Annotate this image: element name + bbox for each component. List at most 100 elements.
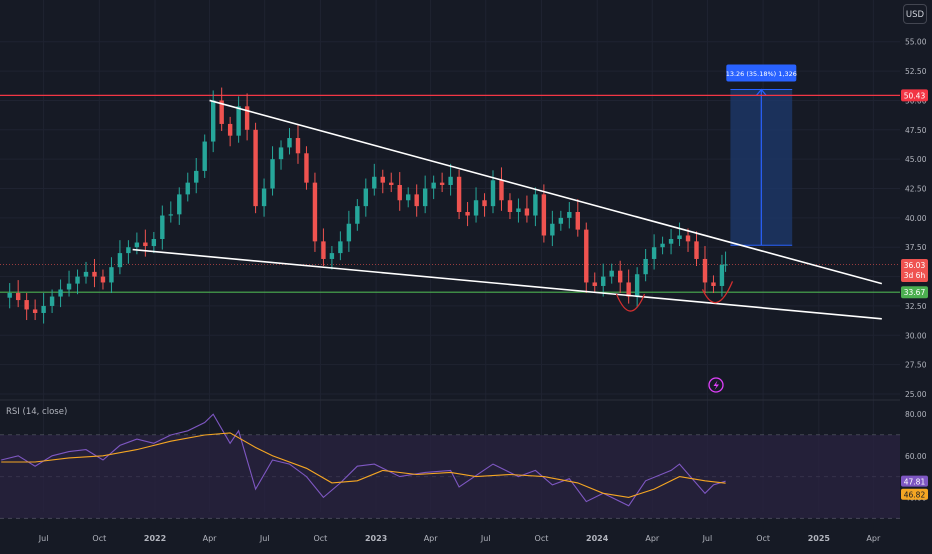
bottom-arcs <box>615 281 734 312</box>
candles <box>7 87 728 324</box>
lower-trendline[interactable] <box>132 248 882 320</box>
currency-button[interactable]: USD <box>903 4 927 24</box>
candle-body <box>194 170 199 183</box>
candle-body <box>601 276 606 286</box>
bottom-arc-2[interactable] <box>701 281 734 304</box>
price-axis-label: 42.50 <box>905 185 927 194</box>
candle-body <box>75 276 80 284</box>
projection-label-box <box>726 64 797 82</box>
time-axis-label: Oct <box>535 534 549 543</box>
price-axis-label: 45.00 <box>905 155 927 164</box>
time-axis-label: Apr <box>424 534 439 543</box>
upper-trendline[interactable] <box>209 99 883 285</box>
candle-body <box>524 208 530 216</box>
rsi-ma-line <box>1 432 726 498</box>
resistance-badge-box <box>901 89 928 102</box>
candle-body <box>711 282 716 286</box>
candle-body <box>7 293 12 298</box>
candle-body <box>473 200 479 216</box>
candle-body <box>185 182 190 195</box>
candle-body <box>210 100 216 142</box>
candle-body <box>397 184 402 201</box>
price-axis-label: 37.50 <box>905 243 927 252</box>
candle-body <box>723 264 728 266</box>
projection-label: 13.26 (35.18%) 1,326 <box>726 70 797 78</box>
rsi-axis-label: 80.00 <box>905 410 927 419</box>
bottom-arc-1[interactable] <box>615 293 646 312</box>
price-axis-label: 25.00 <box>905 390 927 399</box>
candle-body <box>533 194 538 216</box>
candle-body <box>66 283 72 290</box>
candle-body <box>270 159 275 189</box>
candle-body <box>117 253 123 268</box>
time-axis-label: Jul <box>38 534 49 543</box>
candle-body <box>143 242 148 247</box>
candle-body <box>261 188 267 207</box>
candle-body <box>439 182 445 185</box>
time-axis-label: 2024 <box>586 534 609 543</box>
time-axis-label: Oct <box>92 534 106 543</box>
projection-box[interactable]: 13.26 (35.18%) 1,326 <box>726 64 797 246</box>
candle-body <box>719 264 725 286</box>
candle-body <box>634 274 640 297</box>
support-badge-box <box>901 286 928 299</box>
last-price-badge-text: 36.03 <box>904 261 926 270</box>
candle-body <box>380 176 385 183</box>
candle-body <box>134 242 140 248</box>
lightning-icon[interactable] <box>708 377 724 393</box>
candle-body <box>499 180 504 201</box>
candle-body <box>372 176 377 189</box>
candle-body <box>177 194 182 215</box>
candle-body <box>550 223 555 236</box>
candle-body <box>244 106 250 130</box>
rsi-ma-value-badge-box <box>901 488 928 500</box>
candle-body <box>338 241 343 254</box>
candle-body <box>24 300 29 310</box>
candle-body <box>109 267 114 283</box>
price-axis-label: 47.50 <box>905 126 927 135</box>
time-axis-label: Oct <box>756 534 770 543</box>
time-axis-label: Apr <box>645 534 660 543</box>
candle-body <box>100 276 106 283</box>
price-axis-label: 40.00 <box>905 214 927 223</box>
candle-body <box>702 258 708 283</box>
projection-arrow-head <box>755 88 767 96</box>
candle-body <box>346 223 352 242</box>
price-axis-label: 55.00 <box>905 38 927 47</box>
rsi-axis-label: 60.00 <box>905 452 927 461</box>
price-levels <box>0 94 900 293</box>
candle-body <box>431 182 436 189</box>
support-badge-text: 33.67 <box>904 288 926 297</box>
rsi-ma-value-badge-text: 46.82 <box>904 491 926 500</box>
last-price-badge-text: 3d 6h <box>904 271 926 280</box>
rsi-value-badge-box <box>901 475 928 487</box>
candle-body <box>312 182 318 242</box>
last-price-badge-box <box>901 258 928 282</box>
candle-body <box>558 217 564 224</box>
time-axis-label: Apr <box>866 534 881 543</box>
candle-body <box>651 247 657 259</box>
candle-body <box>253 129 258 207</box>
candle-body <box>92 271 97 277</box>
rsi-line <box>1 413 726 507</box>
time-axis-label: Apr <box>203 534 218 543</box>
candle-body <box>643 258 648 275</box>
candle-body <box>592 282 597 286</box>
candle-body <box>567 212 572 218</box>
resistance-badge-text: 50.43 <box>904 91 926 100</box>
price-axis-label: 52.50 <box>905 67 927 76</box>
candle-body <box>227 123 233 136</box>
rsi-title: RSI (14, close) <box>6 407 67 417</box>
rsi-band <box>0 434 900 519</box>
candle-body <box>389 182 394 185</box>
candle-body <box>363 188 369 207</box>
rsi-value-badge-text: 47.81 <box>904 478 926 487</box>
candle-body <box>278 147 284 160</box>
price-axis-label: 32.50 <box>905 302 927 311</box>
candle-body <box>15 293 21 301</box>
candle-body <box>448 176 453 185</box>
time-axis-label: Oct <box>313 534 327 543</box>
candle-body <box>584 229 589 283</box>
